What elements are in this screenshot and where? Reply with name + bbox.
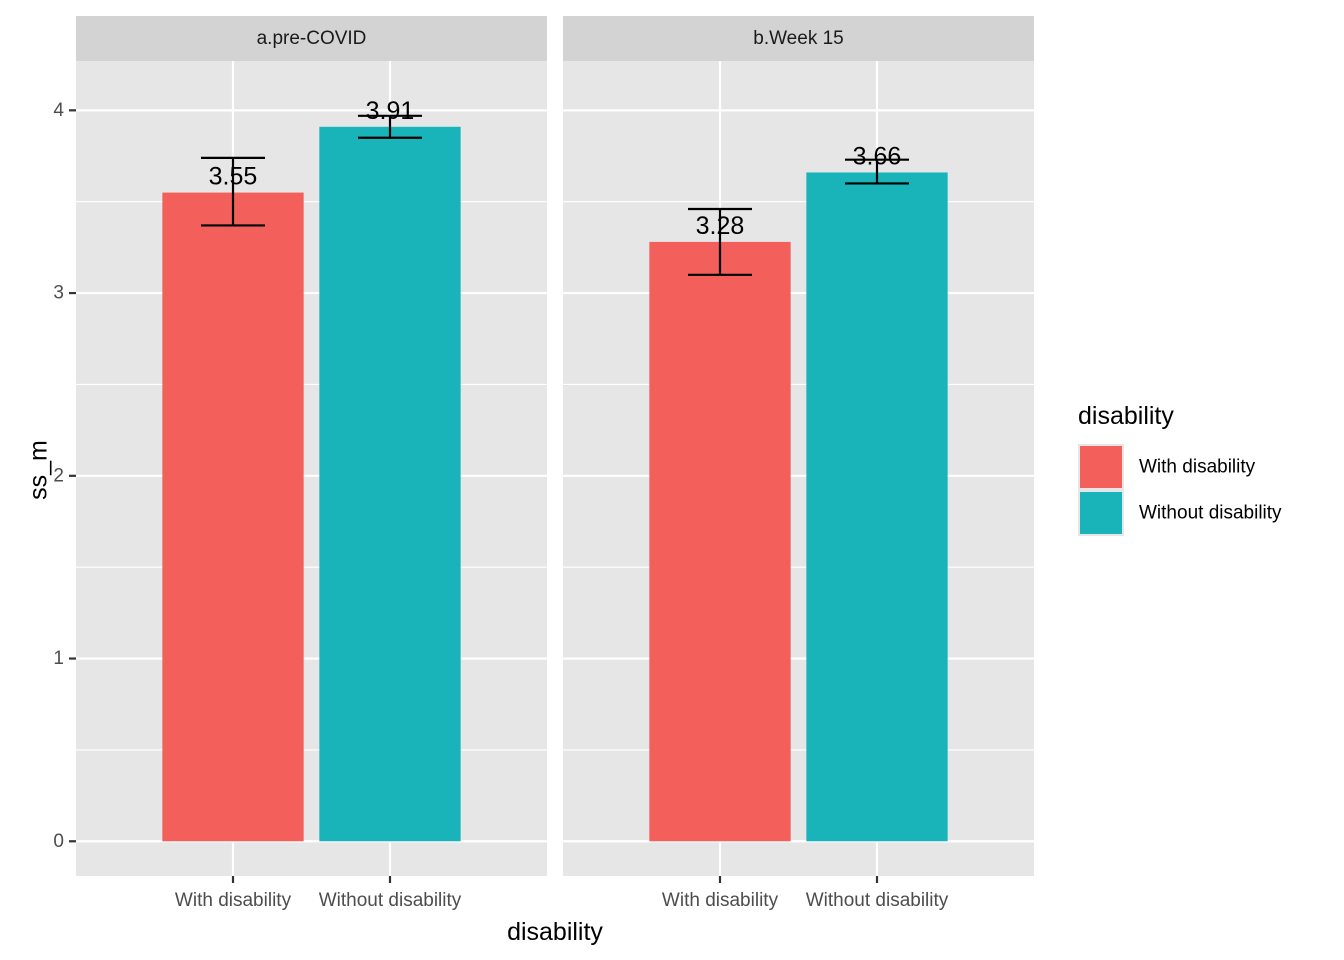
bar-without-disability [319, 126, 461, 842]
x-tick-label: Without disability [806, 890, 949, 911]
value-label: 3.28 [696, 212, 745, 240]
facet-label: a.pre-COVID [257, 28, 367, 49]
error-bar [845, 158, 909, 185]
legend-title: disability [1078, 402, 1174, 430]
legend-item-with-disability: With disability [1078, 444, 1256, 490]
x-tick-label: Without disability [319, 890, 462, 911]
legend-label: With disability [1139, 457, 1256, 478]
legend-swatch [1080, 446, 1122, 488]
legend-label: Without disability [1139, 503, 1282, 524]
legend-item-without-disability: Without disability [1078, 490, 1282, 536]
panel-background [76, 61, 547, 876]
facet-strip [563, 16, 1034, 61]
y-axis: 0 1 2 3 4 [53, 100, 76, 852]
bar-with-disability [162, 192, 304, 842]
x-axis-title: disability [507, 918, 603, 946]
facet-label: b.Week 15 [753, 28, 843, 49]
panels: a.pre-COVID 3.55 3.91 With disability Withou… [76, 16, 1034, 911]
y-tick-label: 4 [53, 100, 64, 121]
y-axis-title: ss_m [25, 440, 53, 500]
bar-without-disability [806, 172, 948, 842]
panel-b-week-15: b.Week 15 3.28 3.66 With disability Without … [563, 16, 1034, 911]
value-label: 3.66 [853, 142, 902, 170]
value-label: 3.91 [366, 97, 415, 125]
x-tick-label: With disability [175, 890, 292, 911]
error-bar [201, 156, 265, 227]
panel-a-pre-covid: a.pre-COVID 3.55 3.91 With disability Withou… [76, 16, 547, 911]
panel-background [563, 61, 1034, 876]
error-bar [358, 114, 422, 139]
y-tick-label: 3 [53, 283, 64, 304]
y-tick-label: 1 [53, 648, 64, 669]
legend: disability With disability Without disabi… [1078, 402, 1282, 536]
value-label: 3.55 [209, 163, 258, 191]
y-tick-label: 2 [53, 465, 64, 486]
bar-with-disability [649, 241, 791, 842]
y-tick-label: 0 [53, 831, 64, 852]
error-bar [688, 207, 752, 276]
legend-swatch [1080, 492, 1122, 534]
facet-strip [76, 16, 547, 61]
x-tick-label: With disability [662, 890, 779, 911]
